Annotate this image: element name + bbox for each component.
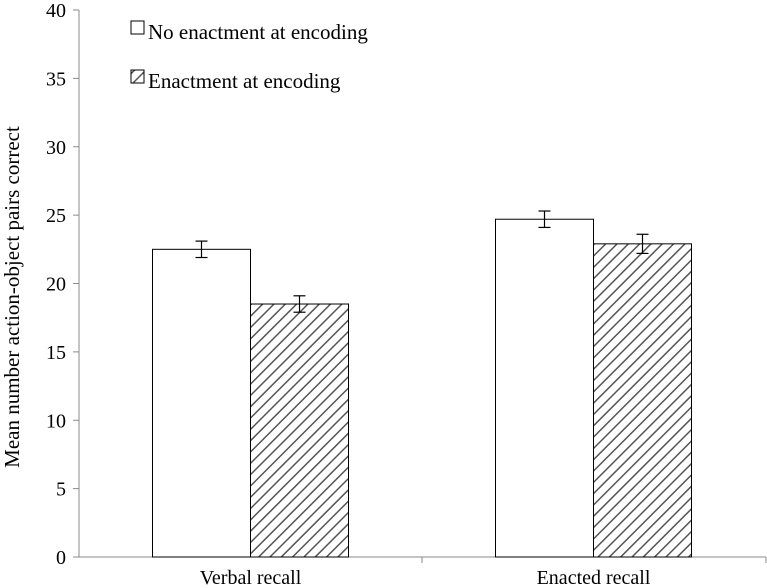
bar-enactment-enacted — [593, 243, 692, 558]
y-tick-label: 20 — [46, 274, 66, 296]
bar-enactment-verbal — [250, 303, 349, 558]
y-tick-label: 5 — [56, 479, 66, 501]
y-tick-label: 25 — [46, 205, 66, 227]
y-tick-label: 35 — [46, 68, 66, 90]
bar-no-enactment-verbal — [152, 248, 251, 558]
y-axis-title: Mean number action-object pairs correct — [0, 126, 24, 468]
y-tick-label: 30 — [46, 137, 66, 159]
legend-swatch — [130, 20, 145, 35]
y-tick-label: 0 — [56, 547, 66, 569]
bar-no-enactment-enacted — [495, 218, 594, 558]
plot-area: 0 5 10 15 20 25 30 35 40 Verbal recall Enacted rec… — [46, 0, 767, 588]
x-category-label: Verbal recall — [200, 567, 302, 588]
y-tick-label: 10 — [46, 410, 66, 432]
y-tick-label: 40 — [46, 0, 66, 22]
legend-swatch — [130, 69, 145, 84]
y-tick-label: 15 — [46, 342, 66, 364]
legend-label: No enactment at encoding — [148, 20, 368, 44]
x-category-label: Enacted recall — [537, 567, 651, 588]
legend-label: Enactment at encoding — [148, 69, 341, 93]
